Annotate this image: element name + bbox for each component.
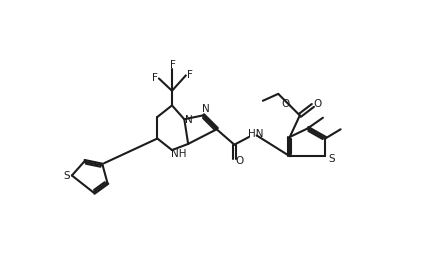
Text: O: O xyxy=(313,99,321,109)
Text: F: F xyxy=(169,60,175,70)
Text: HN: HN xyxy=(248,129,263,139)
Text: F: F xyxy=(186,70,192,80)
Text: O: O xyxy=(280,99,289,109)
Text: S: S xyxy=(63,171,70,181)
Text: F: F xyxy=(152,73,158,83)
Text: N: N xyxy=(184,115,192,125)
Text: N: N xyxy=(202,104,209,114)
Text: S: S xyxy=(327,154,334,164)
Text: O: O xyxy=(235,156,243,166)
Text: NH: NH xyxy=(171,149,186,159)
